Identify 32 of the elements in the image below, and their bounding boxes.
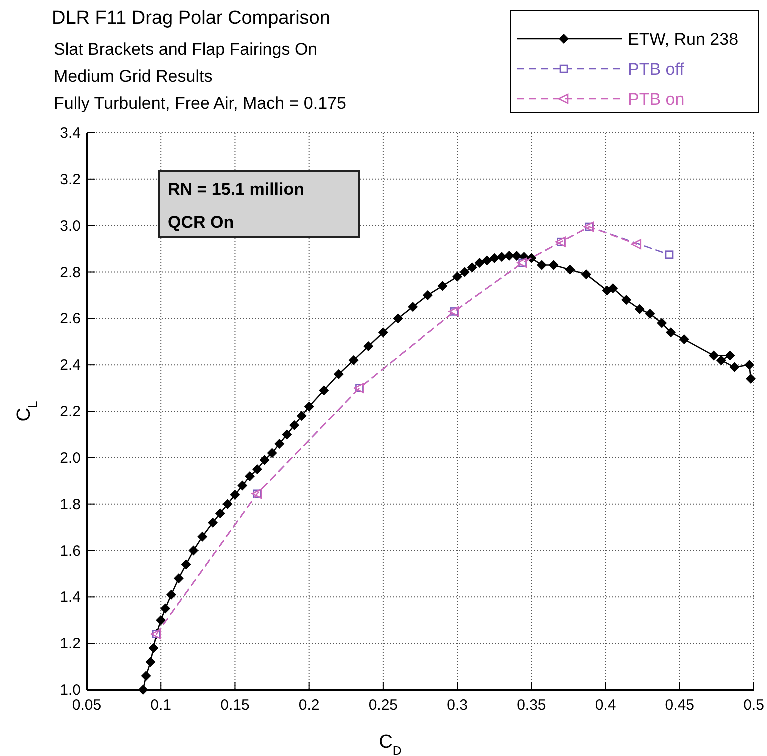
point <box>665 250 674 259</box>
y-tick-label: 2.6 <box>60 310 81 328</box>
y-tick-label: 2.4 <box>60 357 81 374</box>
x-tick-label: 0.4 <box>595 697 616 714</box>
y-tick-label: 2.2 <box>60 404 81 420</box>
x-tick-label: 0.5 <box>744 697 764 714</box>
y-tick-label: 1.8 <box>60 496 81 514</box>
y-tick-label: 3.2 <box>60 171 81 188</box>
x-tick-label: 0.05 <box>72 697 102 714</box>
y-tick-label: 2.0 <box>60 450 81 467</box>
y-tick-label: 1.2 <box>60 636 81 653</box>
x-tick-label: 0.1 <box>150 697 172 714</box>
x-tick-label: 0.45 <box>665 697 694 714</box>
text: ETW, Run 238 <box>628 30 739 49</box>
y-tick-label: 1.4 <box>60 589 81 606</box>
y-tick-label: 3.0 <box>60 218 81 235</box>
y-tick-label: 1.0 <box>60 682 81 699</box>
x-tick-label: 0.2 <box>298 697 320 714</box>
x-tick-label: 0.25 <box>368 697 398 714</box>
y-tick-label: 1.6 <box>60 542 81 560</box>
x-tick-label: 0.15 <box>220 697 250 714</box>
x-axis-title: C$_{D}$ <box>379 732 402 756</box>
point <box>631 239 642 250</box>
annotation: RN = 15.1 million QCR On <box>168 180 305 232</box>
x-tick-label: 0.35 <box>517 697 546 714</box>
text: PTB off <box>628 60 685 79</box>
x-tick-label: 0.3 <box>447 697 468 714</box>
chart-title: DLR F11 Drag Polar Comparison <box>52 8 330 29</box>
y-tick-label: 3.4 <box>60 125 81 142</box>
y-tick-label: 2.8 <box>60 264 81 282</box>
text: PTB on <box>628 90 685 109</box>
chart-subtitle: Slat Brackets and Flap Fairings On Medium Grid Results Fully Turbulent, Free Air, Mach = 0.175 <box>54 40 346 113</box>
